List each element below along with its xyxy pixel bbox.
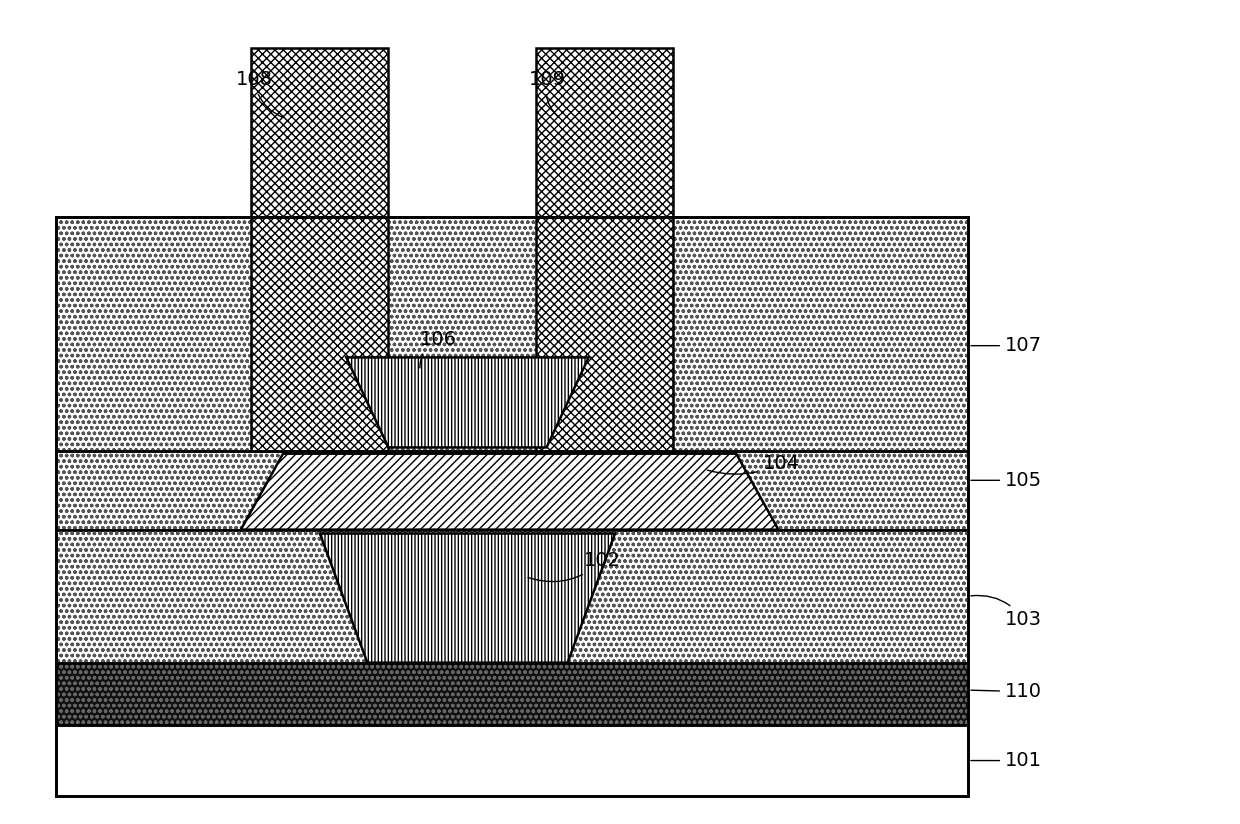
Bar bbox=[57, 530, 968, 662]
Polygon shape bbox=[241, 454, 779, 530]
Bar bbox=[57, 662, 968, 725]
Bar bbox=[57, 452, 968, 530]
Bar bbox=[536, 48, 673, 217]
Text: 108: 108 bbox=[236, 70, 284, 118]
Bar bbox=[57, 530, 968, 662]
Polygon shape bbox=[346, 358, 589, 447]
Text: 103: 103 bbox=[971, 596, 1042, 630]
Bar bbox=[57, 662, 968, 725]
Bar bbox=[57, 217, 968, 452]
Bar bbox=[57, 217, 968, 452]
Polygon shape bbox=[320, 534, 615, 662]
Text: 110: 110 bbox=[971, 682, 1042, 701]
Text: 104: 104 bbox=[707, 453, 800, 474]
Bar bbox=[252, 217, 388, 452]
Text: 101: 101 bbox=[971, 751, 1042, 770]
Bar bbox=[252, 48, 388, 217]
Text: 109: 109 bbox=[528, 70, 565, 117]
Bar bbox=[57, 217, 968, 796]
Text: 106: 106 bbox=[420, 330, 458, 368]
Bar bbox=[57, 452, 968, 530]
Text: 107: 107 bbox=[971, 336, 1042, 355]
Text: 102: 102 bbox=[528, 551, 620, 582]
Bar bbox=[536, 217, 673, 452]
Text: 105: 105 bbox=[971, 471, 1042, 489]
Bar bbox=[57, 725, 968, 796]
